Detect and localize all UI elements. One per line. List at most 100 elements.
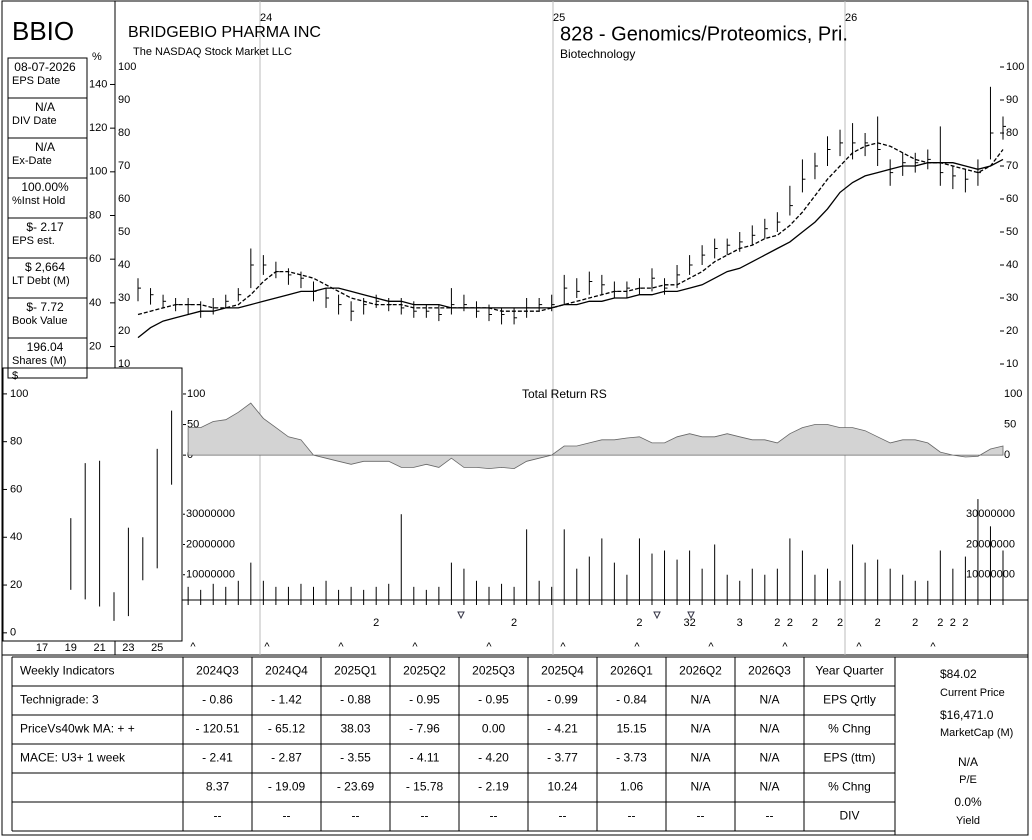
- table-cell: - 0.84: [616, 693, 647, 707]
- table-cell: - 0.99: [547, 693, 578, 707]
- exchange: The NASDAQ Stock Market LLC: [133, 46, 292, 58]
- company-name: BRIDGEBIO PHARMA INC: [128, 24, 321, 41]
- info-value: $ 2,664: [25, 260, 65, 274]
- inset-tick-label: 60: [10, 483, 22, 495]
- event-note: 2: [511, 617, 517, 629]
- table-header: 2026Q3: [748, 664, 791, 678]
- y-tick-label-right: 70: [1006, 160, 1018, 172]
- volume-tick-label-right: 30000000: [966, 508, 1015, 520]
- rs-title: Total Return RS: [522, 387, 607, 401]
- table-cell: --: [628, 809, 636, 823]
- table-header: 2025Q4: [541, 664, 584, 678]
- y-tick-label: 50: [118, 226, 130, 238]
- inset-x-label: 17: [36, 642, 48, 654]
- inset-x-label: 23: [122, 642, 134, 654]
- table-cell: - 0.88: [340, 693, 371, 707]
- table-header: 2024Q4: [265, 664, 308, 678]
- table-cell: - 4.21: [547, 722, 578, 736]
- table-cell: EPS (ttm): [823, 751, 875, 765]
- y-tick-label-right: 20: [1006, 325, 1018, 337]
- event-note: 2: [937, 617, 943, 629]
- inset-axis-label: $: [12, 370, 18, 382]
- table-cell: N/A: [759, 751, 779, 765]
- quarter-mark: ^: [412, 641, 418, 653]
- event-note: 2: [875, 617, 881, 629]
- info-label: Ex-Date: [12, 155, 52, 167]
- table-cell: - 2.87: [271, 751, 302, 765]
- table-cell: - 15.78: [406, 780, 444, 794]
- quarter-mark: ^: [930, 641, 936, 653]
- table-cell: Technigrade: 3: [20, 693, 99, 707]
- table-cell: - 0.95: [478, 693, 509, 707]
- inset-tick-label: 20: [10, 579, 22, 591]
- table-cell: 15.15: [616, 722, 646, 736]
- table-header: 2025Q1: [334, 664, 377, 678]
- summary-value: 0.0%: [954, 795, 982, 809]
- table-cell: DIV: [839, 809, 859, 823]
- y-tick-label-right: 50: [1006, 226, 1018, 238]
- year-label: 25: [553, 12, 565, 24]
- pct-tick-label: 120: [89, 122, 107, 134]
- inset-chart: $ 100 80 60 40 20 0: [2, 367, 183, 642]
- event-note: 2: [812, 617, 818, 629]
- event-note: 2: [373, 617, 379, 629]
- moving-average: [137, 158, 1004, 339]
- table-cell: --: [766, 809, 774, 823]
- table-cell: MACE: U3+ 1 week: [20, 751, 126, 765]
- table-cell: N/A: [759, 722, 779, 736]
- inset-tick-label: 100: [10, 388, 28, 400]
- info-label: %Inst Hold: [12, 195, 65, 207]
- table-cell: N/A: [759, 693, 779, 707]
- quarter-mark: ^: [708, 641, 714, 653]
- inset-tick-label: 80: [10, 436, 22, 448]
- y-tick-label: 60: [118, 193, 130, 205]
- table-cell: N/A: [759, 780, 779, 794]
- moving-average: [137, 142, 1004, 316]
- info-label: EPS Date: [12, 75, 60, 87]
- event-note: 3: [737, 617, 743, 629]
- table-cell: % Chng: [828, 780, 871, 794]
- table-cell: --: [697, 809, 705, 823]
- y-tick-label-right: 80: [1006, 127, 1018, 139]
- summary-value: $84.02: [940, 667, 977, 681]
- info-value: 100.00%: [21, 180, 69, 194]
- quarter-mark: ^: [264, 641, 270, 653]
- info-label: EPS est.: [12, 235, 55, 247]
- y-tick-label-right: 90: [1006, 94, 1018, 106]
- table-cell: --: [490, 809, 498, 823]
- y-tick-label: 30: [118, 292, 130, 304]
- pct-tick-label: 20: [89, 340, 101, 352]
- info-label: DIV Date: [12, 115, 57, 127]
- quarter-mark: ^: [634, 641, 640, 653]
- info-label: Shares (M): [12, 355, 66, 367]
- table-cell: - 2.19: [478, 780, 509, 794]
- y-tick-label: 100: [118, 61, 136, 73]
- table-header: 2025Q3: [472, 664, 515, 678]
- table-cell: N/A: [690, 722, 710, 736]
- y-tick-label: 90: [118, 94, 130, 106]
- table-cell: - 3.73: [616, 751, 647, 765]
- table-header: Year Quarter: [815, 664, 883, 678]
- info-value: 196.04: [27, 340, 64, 354]
- quarter-mark: ^: [560, 641, 566, 653]
- volume-tick-label: 30000000: [186, 508, 235, 520]
- event-arrow: [653, 611, 661, 620]
- table-cell: % Chng: [828, 722, 871, 736]
- table-cell: 8.37: [206, 780, 230, 794]
- info-value: N/A: [35, 140, 55, 154]
- inset-x-label: 19: [65, 642, 77, 654]
- pct-tick-label: 80: [89, 209, 101, 221]
- summary-label: Current Price: [940, 687, 1005, 699]
- industry: Biotechnology: [560, 47, 635, 61]
- info-value: N/A: [35, 100, 55, 114]
- table-cell: - 0.86: [202, 693, 233, 707]
- rs-tick-label-right: 0: [1004, 449, 1010, 461]
- quarter-mark: ^: [782, 641, 788, 653]
- quarter-mark: ^: [856, 641, 862, 653]
- table-header: Weekly Indicators: [20, 664, 114, 678]
- y-tick-label-right: 60: [1006, 193, 1018, 205]
- rs-area: [187, 402, 1004, 470]
- inset-tick-label: 0: [10, 627, 16, 639]
